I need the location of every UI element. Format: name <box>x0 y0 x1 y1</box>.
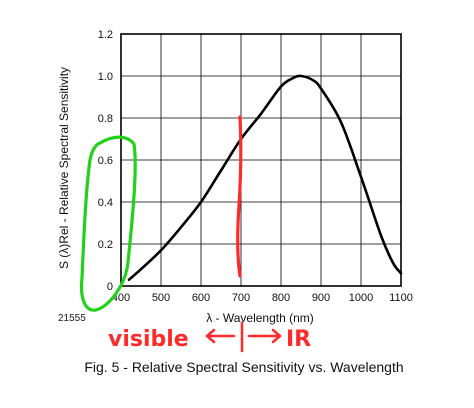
y-tick-label: 0.8 <box>98 113 113 125</box>
x-tick-label: 700 <box>232 292 250 304</box>
figure-caption: Fig. 5 - Relative Spectral Sensitivity v… <box>84 359 403 375</box>
x-tick-label: 900 <box>312 292 330 304</box>
right-arrow-annotation <box>247 328 282 344</box>
visible-annotation: visible <box>108 327 189 352</box>
x-axis-label: λ - Wavelength (nm) <box>206 311 314 325</box>
visible-ir-boundary-marker <box>236 115 243 278</box>
left-arrow-annotation <box>205 328 236 344</box>
plot-frame <box>120 33 402 287</box>
ir-annotation: IR <box>286 327 311 352</box>
y-tick-label: 0.4 <box>98 197 113 209</box>
x-tick-label: 800 <box>272 292 290 304</box>
y-axis-label: S (λ)Rel - Relative Spectral Sensitivity <box>57 67 71 269</box>
sensitivity-curve <box>127 74 403 281</box>
x-tick-label: 1000 <box>349 292 373 304</box>
figure-id: 21555 <box>58 313 86 324</box>
y-tick-label: 0 <box>107 281 113 293</box>
y-tick-label: 0.2 <box>98 239 113 251</box>
visible-region-highlight <box>79 135 137 312</box>
y-tick-label: 0.6 <box>98 155 113 167</box>
y-tick-label: 1.2 <box>98 29 113 41</box>
plot-area: 400 500 600 700 800 900 1000 110000.20.40.60.81… <box>79 29 413 312</box>
x-tick-label: 1100 <box>389 292 413 304</box>
x-tick-label: 600 <box>192 292 210 304</box>
y-tick-label: 1.0 <box>98 71 113 83</box>
x-tick-label: 500 <box>152 292 170 304</box>
